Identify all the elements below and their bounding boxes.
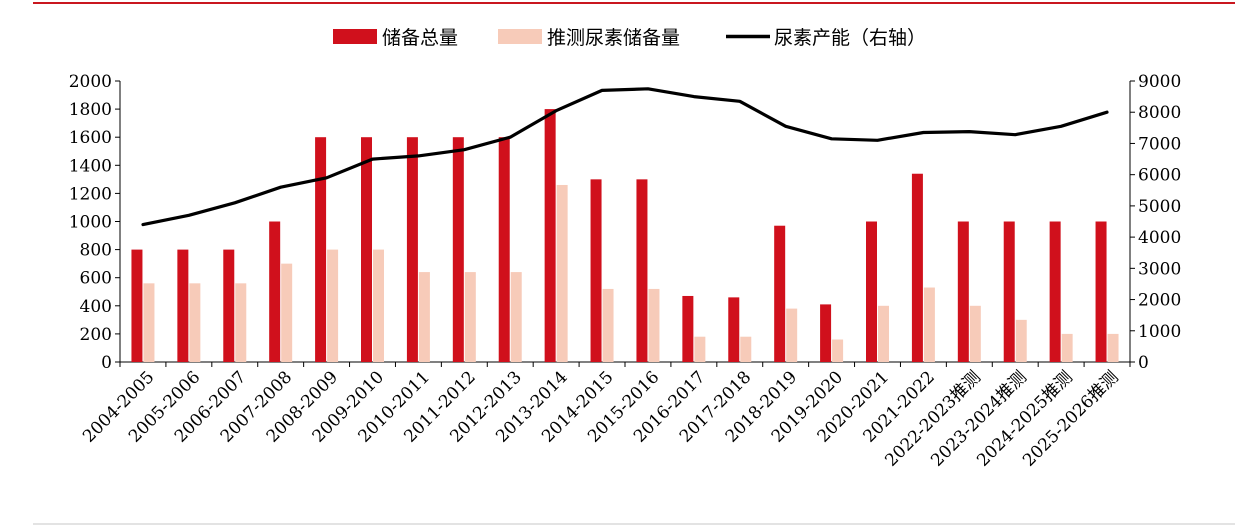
y-right-tick-label: 8000 [1138, 103, 1181, 123]
y-left-tick-label: 1000 [69, 213, 112, 233]
bar-series-0 [361, 137, 372, 362]
y-right-tick-label: 6000 [1138, 166, 1181, 186]
bar-series-0 [682, 295, 694, 362]
bar-series-1 [373, 249, 384, 362]
legend: 储备总量 推测尿素储备量 尿素产能（右轴） [333, 27, 926, 49]
bar-series-1 [602, 288, 614, 362]
bar-series-0 [636, 179, 648, 362]
bar-series-0 [820, 304, 832, 362]
bar-series-1 [281, 263, 293, 362]
bar-series-1 [556, 184, 568, 362]
bar-series-0 [774, 225, 786, 362]
bar-series-0 [1095, 221, 1107, 362]
bar-series-1 [143, 283, 155, 362]
y-right-tick-label: 2000 [1138, 291, 1181, 311]
bar-series-0 [406, 137, 418, 362]
legend-label-series-1: 推测尿素储备量 [547, 27, 680, 49]
bar-series-0 [315, 137, 327, 362]
bar-series-0 [1003, 221, 1015, 362]
bar-series-0 [269, 221, 281, 362]
y-left-tick-label: 1400 [69, 156, 112, 176]
y-left-tick-label: 800 [80, 241, 112, 261]
bar-series-0 [957, 221, 969, 362]
bar-series-1 [1061, 333, 1073, 362]
y-right-tick-label: 5000 [1138, 197, 1181, 217]
y-left-tick-label: 1600 [69, 128, 112, 148]
bar-series-1 [923, 287, 935, 362]
y-right-tick-label: 3000 [1138, 259, 1181, 279]
bar-series-0 [131, 249, 143, 362]
legend-label-series-2: 尿素产能（右轴） [774, 27, 926, 49]
bar-series-1 [510, 272, 522, 362]
top-rule [33, 2, 1235, 4]
bottom-rule [33, 523, 1235, 525]
y-right-tick-label: 7000 [1138, 134, 1181, 154]
y-right-tick-label: 9000 [1138, 72, 1181, 92]
bar-series-1 [235, 283, 247, 362]
y-left-tick-label: 600 [80, 269, 112, 289]
y-left-tick-label: 1200 [69, 184, 112, 204]
bar-series-0 [223, 249, 235, 362]
bar-series-1 [694, 336, 706, 362]
bar-series-0 [177, 249, 189, 362]
y-right-tick-label: 4000 [1138, 228, 1181, 248]
bar-series-0 [911, 173, 923, 362]
bar-series-1 [878, 305, 889, 362]
bars [131, 109, 1119, 362]
bar-series-1 [1015, 319, 1027, 362]
bar-series-1 [740, 336, 752, 362]
bar-series-1 [786, 308, 798, 362]
y-right-tick-label: 0 [1138, 353, 1149, 373]
bar-series-1 [1107, 333, 1119, 362]
y-left-tick-label: 200 [80, 325, 112, 345]
bar-series-0 [544, 109, 556, 362]
bar-series-1 [464, 272, 476, 362]
y-right-tick-label: 1000 [1138, 322, 1181, 342]
bar-series-1 [327, 249, 339, 362]
bar-series-0 [728, 297, 740, 362]
bar-series-0 [590, 179, 602, 362]
axes [115, 80, 1135, 367]
legend-swatch-series-0 [333, 29, 377, 44]
y-left-tick-label: 1800 [69, 100, 112, 120]
legend-swatch-series-1 [498, 29, 542, 44]
bar-series-1 [648, 288, 660, 362]
line-series-2 [141, 87, 1109, 227]
bar-series-0 [498, 137, 510, 362]
bar-series-0 [1049, 221, 1061, 362]
y-left-tick-label: 400 [80, 297, 112, 317]
line-series [141, 87, 1109, 227]
legend-label-series-0: 储备总量 [382, 27, 458, 49]
bar-series-1 [832, 339, 844, 362]
bar-series-0 [866, 221, 877, 362]
bar-series-0 [452, 137, 464, 362]
y-left-tick-label: 0 [101, 353, 112, 373]
bar-series-1 [189, 283, 201, 362]
y-left-tick-label: 2000 [69, 72, 112, 92]
bar-series-1 [969, 305, 981, 362]
bar-series-1 [418, 272, 430, 362]
